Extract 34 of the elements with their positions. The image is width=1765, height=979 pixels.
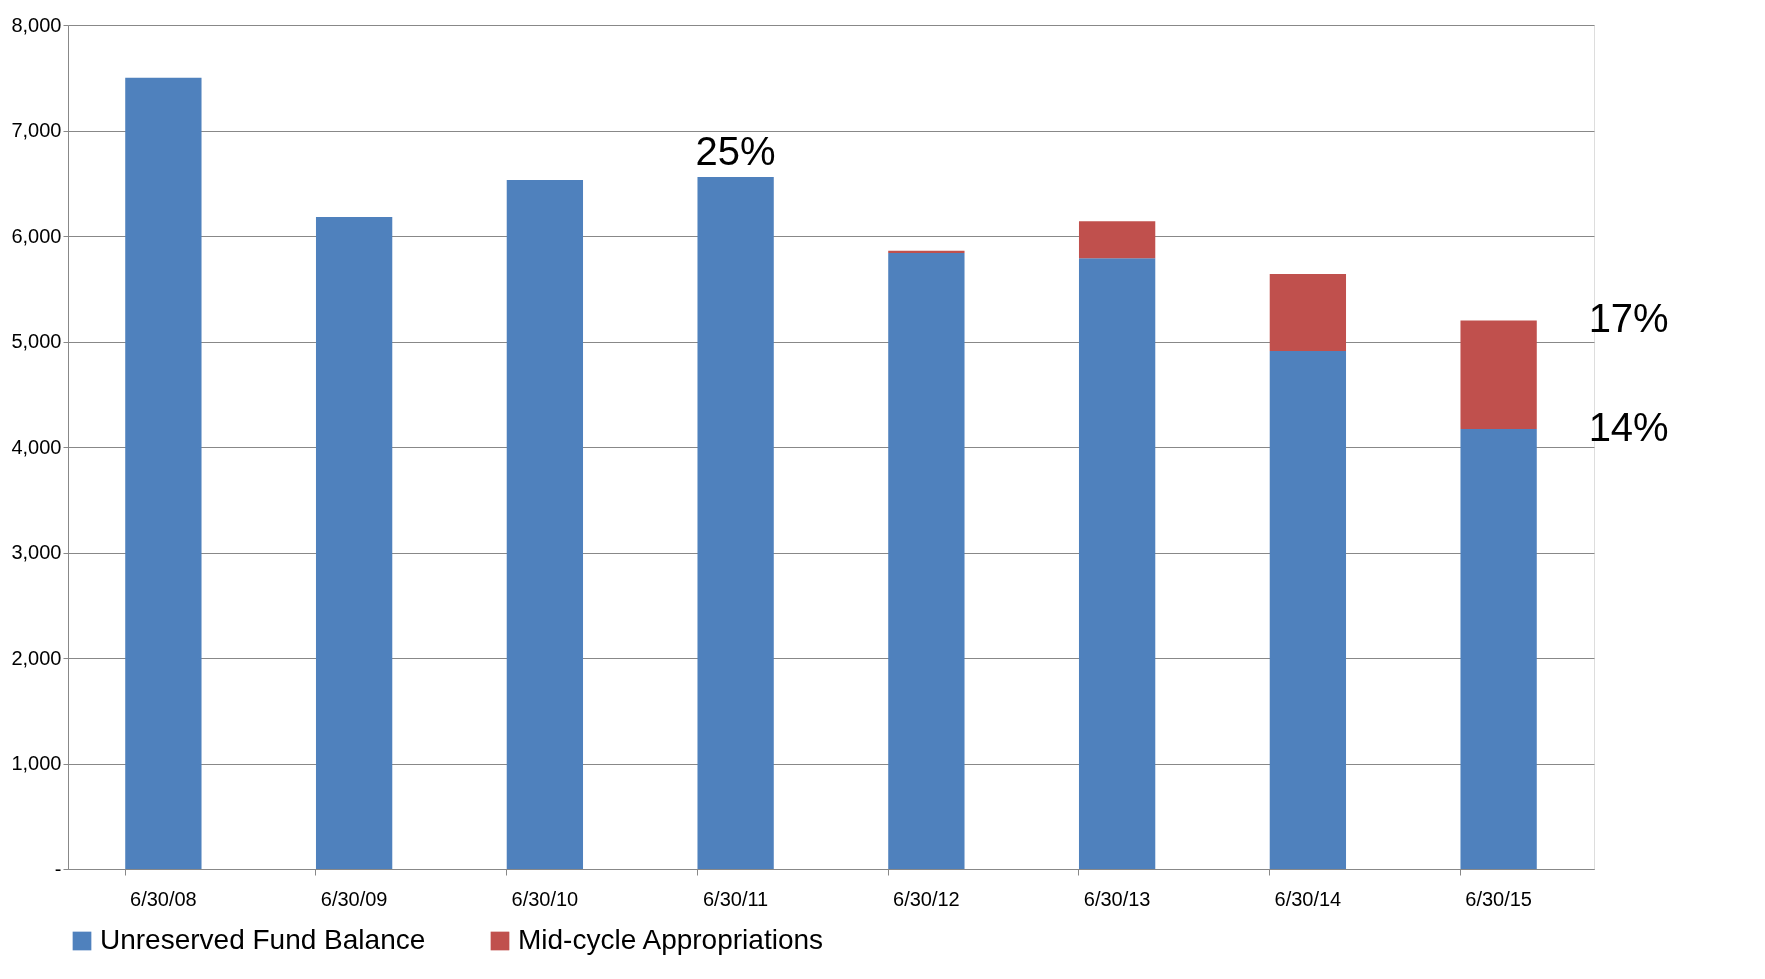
x-tick-label: 6/30/09 <box>320 887 388 910</box>
bar <box>1078 221 1156 259</box>
y-tick-label: 5,000 <box>11 330 62 352</box>
y-tick-label: 1,000 <box>11 752 62 774</box>
x-tick-label: 6/30/15 <box>1465 887 1532 910</box>
annotation: 25% <box>695 128 776 173</box>
y-tick-label: 3,000 <box>11 541 62 563</box>
x-tick-label: 6/30/11 <box>703 887 769 910</box>
bar <box>888 250 965 253</box>
y-tick-label: 2,000 <box>11 646 62 669</box>
bar <box>1269 273 1347 351</box>
x-tick-label: 6/30/12 <box>893 887 960 910</box>
bar <box>1269 351 1347 869</box>
legend-label: Mid-cycle Appropriations <box>518 924 824 955</box>
x-tick-label: 6/30/10 <box>511 887 579 910</box>
bar <box>1460 429 1537 869</box>
bar <box>1078 258 1156 869</box>
bar <box>1460 320 1537 430</box>
bar <box>125 77 202 869</box>
x-tick-label: 6/30/13 <box>1083 887 1151 910</box>
y-tick-label: 8,000 <box>11 13 62 36</box>
bar <box>315 217 393 869</box>
x-tick-label: 6/30/08 <box>130 887 197 910</box>
y-tick-label: 6,000 <box>11 224 62 247</box>
y-tick-label: 4,000 <box>11 435 62 458</box>
bar <box>506 180 584 869</box>
annotation: 14% <box>1588 405 1669 450</box>
annotation: 17% <box>1588 296 1669 341</box>
bar <box>888 252 965 869</box>
legend-label: Unreserved Fund Balance <box>100 924 426 955</box>
y-tick-label: 7,000 <box>11 119 62 141</box>
bar <box>697 176 774 869</box>
x-tick-label: 6/30/14 <box>1274 887 1342 910</box>
y-tick-label: - <box>54 857 62 880</box>
